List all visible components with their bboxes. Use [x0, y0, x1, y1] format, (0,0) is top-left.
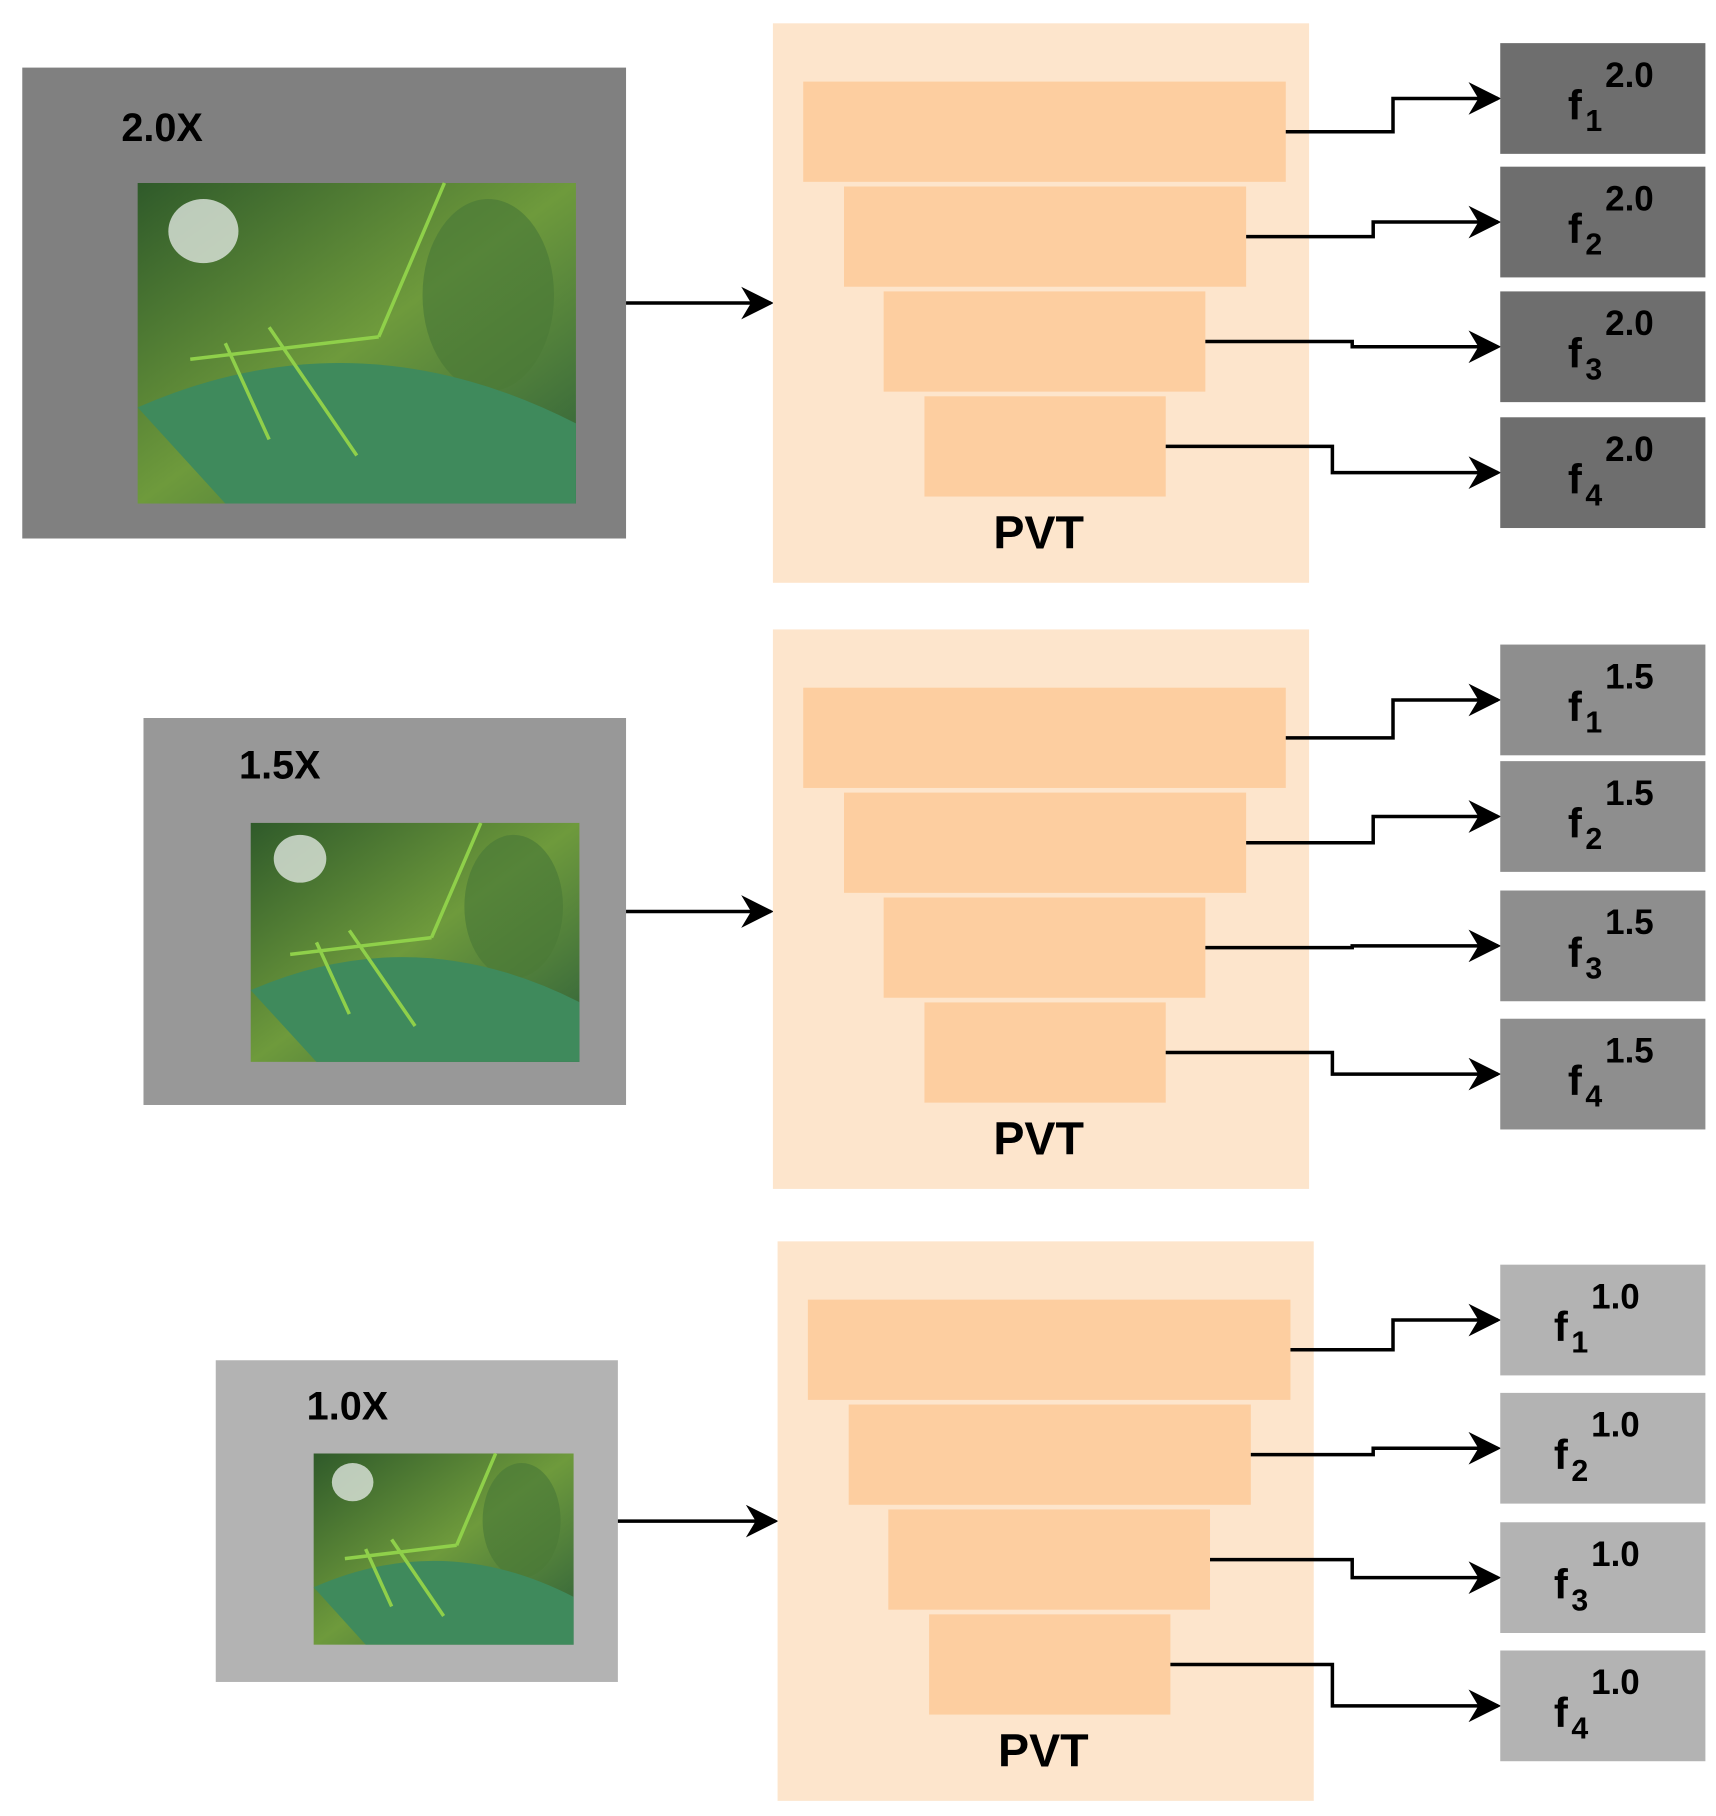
- feature-sup: 2.0: [1605, 179, 1654, 218]
- feature-sup: 1.0: [1591, 1406, 1640, 1445]
- pvt-stage: [844, 186, 1247, 287]
- feature-base: f: [1554, 1689, 1569, 1736]
- feature-base: f: [1568, 330, 1583, 377]
- feature-sub: 4: [1585, 1081, 1602, 1114]
- feature-sub: 2: [1571, 1455, 1588, 1488]
- feature-sub: 1: [1585, 707, 1602, 740]
- pvt-stage: [888, 1509, 1211, 1610]
- feature-arrow: [1246, 800, 1502, 845]
- pvt-stage: [924, 1002, 1166, 1103]
- insect: [344, 1452, 498, 1617]
- feature-sub: 4: [1571, 1712, 1588, 1745]
- pvt-label: PVT: [993, 1113, 1084, 1165]
- feature-box: [1500, 1650, 1706, 1762]
- pvt-stage: [929, 1614, 1171, 1715]
- blur: [331, 1463, 374, 1502]
- pvt-label: PVT: [998, 1725, 1089, 1777]
- feature-arrow: [1285, 82, 1502, 134]
- feature-sup: 1.0: [1591, 1277, 1640, 1316]
- feature-box: [1500, 291, 1706, 403]
- feature-base: f: [1568, 683, 1583, 730]
- feature-sup: 1.5: [1605, 1031, 1654, 1070]
- feature-base: f: [1554, 1561, 1569, 1608]
- input-image: [137, 182, 576, 504]
- insect: [289, 822, 483, 1028]
- feature-base: f: [1568, 929, 1583, 976]
- feature-box: [1500, 644, 1706, 756]
- feature-sub: 3: [1585, 953, 1602, 986]
- feature-box: [1500, 166, 1706, 278]
- scale-label: 2.0X: [121, 106, 203, 150]
- feature-sub: 2: [1585, 229, 1602, 262]
- feature-arrow: [1165, 444, 1502, 489]
- feature-base: f: [1568, 456, 1583, 503]
- feature-sup: 1.0: [1591, 1535, 1640, 1574]
- blur: [168, 199, 239, 264]
- pvt-label: PVT: [993, 506, 1084, 558]
- feature-arrow: [1165, 1050, 1502, 1091]
- feature-base: f: [1568, 1057, 1583, 1104]
- input-image: [250, 822, 580, 1062]
- feature-box: [1500, 1018, 1706, 1130]
- feature-sup: 1.5: [1605, 774, 1654, 813]
- feature-box: [1500, 1264, 1706, 1376]
- pvt-stage: [844, 792, 1247, 893]
- feature-sup: 2.0: [1605, 430, 1654, 469]
- pvt-stage: [924, 396, 1166, 497]
- scale-label: 1.0X: [307, 1385, 389, 1429]
- blur: [422, 199, 555, 392]
- feature-arrow: [1210, 1557, 1502, 1594]
- feature-arrow: [1290, 1303, 1502, 1352]
- feature-base: f: [1554, 1303, 1569, 1350]
- feature-sup: 2.0: [1605, 56, 1654, 95]
- leaf: [137, 362, 576, 504]
- feature-box: [1500, 1392, 1706, 1504]
- insect: [190, 182, 447, 457]
- feature-sup: 1.0: [1591, 1663, 1640, 1702]
- feature-arrow: [1205, 330, 1502, 364]
- feature-base: f: [1568, 205, 1583, 252]
- feature-arrow: [1170, 1662, 1502, 1723]
- feature-box: [1500, 43, 1706, 154]
- feature-arrow: [1250, 1431, 1502, 1465]
- blur: [464, 834, 563, 979]
- feature-sup: 1.5: [1605, 657, 1654, 696]
- feature-sup: 1.5: [1605, 903, 1654, 942]
- feature-sub: 4: [1585, 479, 1602, 512]
- feature-arrow: [1246, 205, 1502, 239]
- feature-sub: 3: [1571, 1584, 1588, 1617]
- feature-arrow: [1285, 683, 1502, 740]
- feature-arrow: [1205, 929, 1502, 963]
- pvt-stage: [848, 1404, 1251, 1505]
- leaf: [250, 957, 580, 1062]
- feature-base: f: [1568, 799, 1583, 846]
- input-image: [313, 1452, 574, 1645]
- feature-box: [1500, 417, 1706, 529]
- feature-sub: 2: [1585, 823, 1602, 856]
- scale-label: 1.5X: [239, 744, 321, 788]
- pvt-stage: [883, 291, 1206, 392]
- feature-sub: 1: [1585, 105, 1602, 138]
- feature-box: [1500, 1522, 1706, 1634]
- feature-sub: 3: [1585, 353, 1602, 386]
- feature-box: [1500, 890, 1706, 1002]
- feature-sub: 1: [1571, 1327, 1588, 1360]
- pvt-stage: [883, 897, 1206, 998]
- pvt-stage: [807, 1299, 1291, 1400]
- pvt-stage: [803, 81, 1286, 182]
- feature-base: f: [1568, 81, 1583, 128]
- feature-base: f: [1554, 1431, 1569, 1478]
- pvt-stage: [803, 687, 1286, 788]
- blur: [273, 834, 327, 883]
- feature-box: [1500, 761, 1706, 872]
- blur: [482, 1463, 561, 1578]
- feature-sup: 2.0: [1605, 304, 1654, 343]
